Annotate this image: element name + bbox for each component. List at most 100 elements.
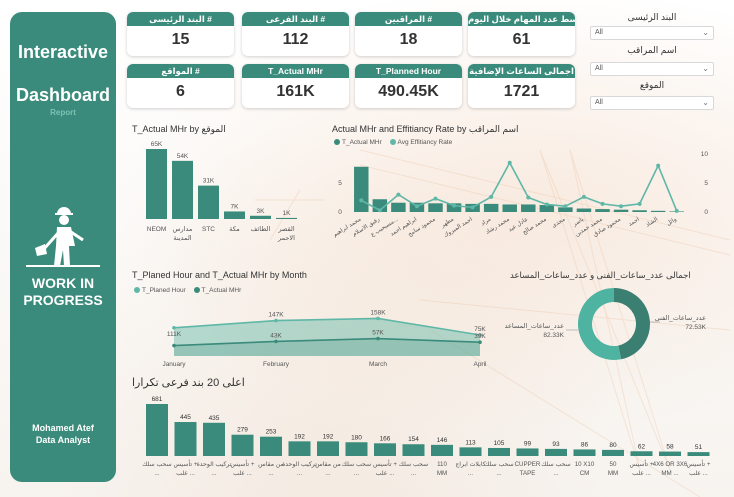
supervisor-tick-label: مجدى — [551, 217, 566, 230]
kpi-card-planned-hour[interactable]: T_Planned Hour 490.45K — [355, 64, 462, 108]
top20-bar-data-label: 62 — [638, 443, 646, 450]
slicer-label-supervisor: اسم المراقب — [627, 45, 677, 55]
site-bar-data-label: 54K — [177, 153, 189, 160]
dashboard-title-line1: Interactive — [17, 42, 109, 62]
efficiency-rate-point — [563, 204, 568, 209]
top20-bar — [374, 443, 396, 456]
legend-dot — [334, 139, 340, 146]
top20-bar — [203, 422, 225, 456]
efficiency-rate-point — [581, 194, 586, 199]
supervisor-tick-label: مراد — [480, 217, 492, 228]
kpi-label: اجمالى الساعات الإضافية — [468, 64, 575, 78]
top20-bar — [288, 441, 311, 456]
slicer-label-site: الموقع — [639, 80, 665, 90]
top20-bar-data-label: 80 — [609, 442, 617, 449]
top20-tick-label: ... — [325, 470, 330, 477]
efficiency-rate-point — [470, 205, 475, 210]
construction-worker-icon — [26, 207, 100, 267]
month-tick-label: March — [369, 361, 387, 368]
author-role: Data Analyst — [35, 435, 91, 445]
planned-hour-point — [172, 326, 176, 330]
dashboard-title-line2: Dashboard — [15, 85, 111, 105]
legend-label: T_Planed Hour — [142, 287, 186, 294]
kpi-card-actual-mhr[interactable]: T_Actual MHr 161K — [242, 64, 349, 108]
actual-mhr-point — [172, 343, 176, 348]
logo-text-line2: PROGRESS — [23, 292, 102, 308]
top20-tick-label: MM — [608, 470, 618, 477]
top20-bar — [402, 444, 425, 456]
legend-label: T_Actual MHr — [201, 287, 242, 294]
slicer-value: All — [595, 65, 603, 72]
top20-bar-chart[interactable]: 681 سحب سلك... 445 تأسيس + علب ... 435 تركيب ا… — [128, 392, 728, 492]
top20-bar-data-label: 99 — [524, 440, 532, 447]
planned-hour-label: 111K — [167, 331, 182, 338]
top20-tick-label: علب ... — [376, 470, 395, 477]
site-bar-data-label: 3K — [257, 208, 266, 215]
actual-mhr-label: 39K — [474, 333, 486, 340]
top20-bar-data-label: 435 — [209, 415, 220, 422]
top20-tick-label: ... — [211, 470, 216, 477]
kpi-card-main-items[interactable]: البند الرئيسى # 15 — [127, 12, 234, 56]
kpi-label: المواقع # — [127, 64, 234, 78]
top20-bar — [687, 452, 710, 456]
planned-hour-point — [376, 316, 380, 321]
top20-bar-data-label: 192 — [323, 433, 334, 440]
actual-mhr-point — [478, 340, 482, 344]
legend-dot — [389, 139, 396, 146]
top20-bar-data-label: 113 — [465, 439, 476, 446]
supervisor-bar — [613, 209, 629, 212]
kpi-card-avg-daily-tasks[interactable]: متوسط عدد المهام خلال اليوم 61 — [468, 12, 575, 56]
kpi-label: المراقبين # — [355, 12, 462, 26]
hours-donut-chart[interactable]: عدد_ساعات_الفنى 72.53K عدد_ساعات_المساعد 82… — [500, 282, 726, 366]
top20-bar — [602, 449, 624, 456]
top20-bar-data-label: 279 — [237, 427, 248, 434]
top20-bar — [459, 447, 482, 456]
kpi-card-overtime-hours[interactable]: اجمالى الساعات الإضافية 1721 — [468, 64, 575, 108]
top20-tick-label: تأسيس + — [630, 459, 654, 468]
site-tick-label: القصر — [277, 226, 294, 233]
supervisor-bar — [502, 204, 517, 212]
top20-tick-label: تأسيس + — [687, 459, 711, 468]
supervisor-bar — [354, 166, 369, 212]
top20-bar — [545, 448, 567, 456]
donut-value-label: 72.53K — [685, 324, 706, 331]
chevron-down-icon: ⌄ — [702, 98, 709, 107]
supervisor-bar — [595, 209, 610, 212]
work-in-progress-logo: WORK IN PROGRESS — [23, 207, 103, 308]
slicer-site-dropdown[interactable]: All ⌄ — [590, 96, 714, 110]
efficiency-rate-point — [396, 192, 401, 197]
kpi-value: 1721 — [503, 83, 540, 100]
kpi-label: T_Actual MHr — [242, 64, 349, 78]
actual-mhr-label: 57K — [372, 330, 384, 337]
donut-category-label: عدد_ساعات_المساعد — [505, 323, 565, 330]
efficiency-rate-point — [359, 198, 364, 203]
top20-bar — [573, 449, 596, 456]
supervisor-tick-label: الشاذ — [645, 216, 659, 228]
supervisor-bar — [521, 204, 536, 212]
kpi-card-sites[interactable]: المواقع # 6 — [127, 64, 234, 108]
planned-hour-label: 147K — [268, 312, 284, 319]
slicer-supervisor-dropdown[interactable]: All ⌄ — [590, 62, 714, 76]
month-area-chart[interactable]: 111K 147K 158K 75K 43K 57K 39K January February M… — [128, 298, 504, 372]
site-tick-label: STC — [202, 226, 215, 233]
top20-bar-data-label: 166 — [380, 435, 391, 442]
kpi-card-sub-items[interactable]: البند الفرعى # 112 — [242, 12, 349, 56]
donut-slice — [614, 288, 650, 360]
slicer-main-item-dropdown[interactable]: All ⌄ — [590, 26, 714, 40]
top20-bar-data-label: 86 — [581, 441, 589, 448]
kpi-card-supervisors[interactable]: المراقبين # 18 — [355, 12, 462, 56]
month-chart-title: T_Planed Hour and T_Actual MHr by Month — [132, 270, 307, 280]
right-axis-tick: 5 — [704, 180, 708, 187]
dashboard-subtitle: Report — [50, 108, 76, 117]
top20-chart-title: اعلى 20 بند فرعى تكرارا — [132, 377, 245, 389]
right-axis-tick: 10 — [701, 151, 709, 158]
legend-dot — [193, 287, 200, 294]
supervisor-bar — [558, 207, 573, 212]
top20-tick-label: سحب سلك — [342, 461, 371, 468]
top20-tick-label: من مقاس — [315, 461, 341, 468]
top20-bar — [231, 434, 254, 456]
top20-bar-data-label: 192 — [294, 433, 305, 440]
site-bar-chart[interactable]: 65K NEOM 54K مدارس المدينة 31K STC 7K مكة 3K الطائ… — [128, 136, 324, 252]
top20-tick-label: علب ... — [176, 470, 195, 477]
